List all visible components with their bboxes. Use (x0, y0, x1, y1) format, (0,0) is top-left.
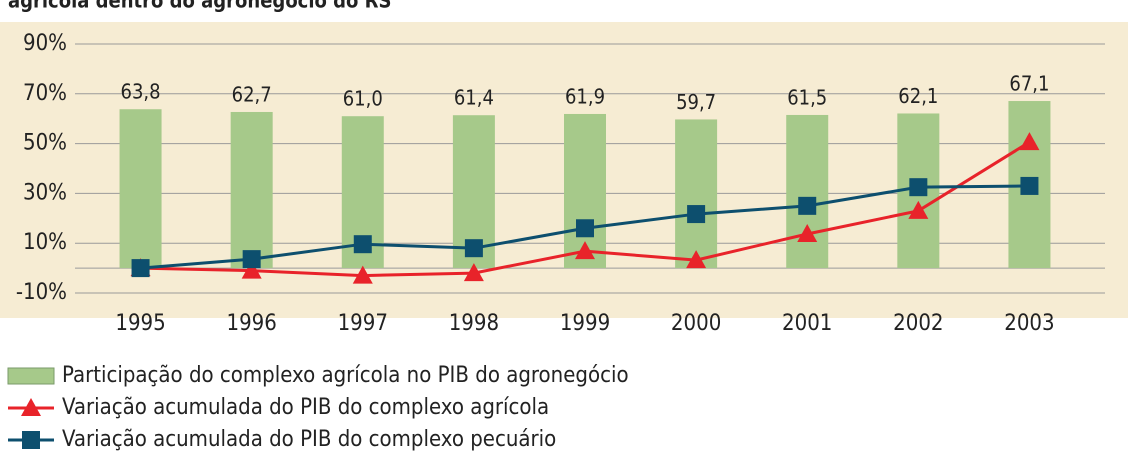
data-label: 61,9 (565, 84, 605, 108)
data-label: 59,7 (676, 90, 716, 114)
y-tick-label: 90% (23, 31, 67, 56)
y-tick-label: 70% (23, 81, 67, 106)
point (1019, 132, 1040, 151)
point (798, 196, 817, 215)
legend-label: Variação acumulada do PIB do complexo ag… (62, 395, 549, 420)
data-label: 61,0 (343, 87, 383, 111)
point (1020, 176, 1039, 195)
point (909, 178, 928, 197)
x-tick-label: 2002 (893, 311, 943, 336)
point (241, 260, 262, 279)
y-tick-label: 30% (23, 180, 67, 205)
x-tick-label: 1998 (449, 311, 499, 336)
point (242, 250, 261, 269)
data-label: 62,1 (898, 84, 938, 108)
point (131, 259, 150, 278)
bar (786, 114, 829, 269)
x-tick-label: 1997 (338, 311, 388, 336)
y-tick-label: 50% (23, 131, 67, 156)
y-tick-label: 10% (23, 230, 67, 255)
x-tick-label: 1995 (115, 311, 165, 336)
data-label: 61,4 (454, 86, 494, 110)
legend-marker (21, 398, 41, 416)
point (352, 265, 373, 284)
x-tick-label: 2003 (1004, 311, 1054, 336)
data-label: 63,8 (121, 80, 161, 104)
y-tick-label: -10% (16, 280, 67, 305)
data-label: 67,1 (1009, 72, 1049, 96)
point (576, 219, 594, 238)
legend-label: Variação acumulada do PIB do complexo pe… (62, 427, 556, 452)
point (463, 263, 484, 282)
legend-label: Participação do complexo agrícola no PIB… (62, 363, 629, 388)
data-label: 61,5 (787, 85, 827, 109)
x-tick-label: 1999 (560, 311, 610, 336)
point (464, 239, 483, 258)
data-label: 62,7 (232, 82, 272, 106)
point (797, 223, 818, 242)
point (575, 241, 595, 260)
legend-swatch (7, 367, 55, 385)
point (353, 235, 372, 254)
x-tick-label: 2001 (782, 311, 832, 336)
point (686, 250, 707, 269)
chart-title: agrícola dentro do agronegócio do RS (8, 0, 391, 13)
x-tick-label: 2000 (671, 311, 721, 336)
point (908, 200, 929, 219)
legend-marker (22, 431, 40, 449)
x-tick-label: 1996 (226, 311, 276, 336)
point (687, 205, 706, 224)
bar (119, 109, 162, 269)
bar (675, 119, 718, 269)
bar (230, 111, 273, 269)
